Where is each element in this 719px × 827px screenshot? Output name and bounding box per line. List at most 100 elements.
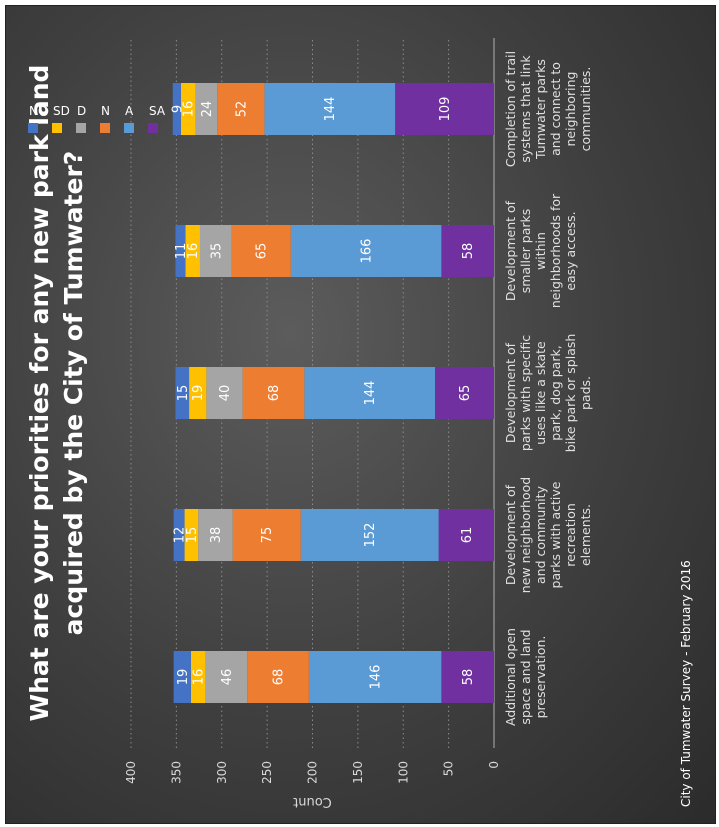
bar-segment-SD	[190, 651, 206, 703]
data-label-SA: 109	[438, 97, 453, 122]
data-label-SD: 15	[185, 527, 200, 544]
category-label-line: systems that link	[518, 55, 533, 163]
bar-segment-NO	[173, 651, 191, 703]
data-label-A: 144	[363, 381, 378, 406]
bar-segment-SD	[189, 367, 207, 419]
legend-label-A: A	[125, 104, 134, 118]
category-label-line: parks with specific	[518, 335, 533, 451]
bar-segment-A	[290, 225, 442, 277]
category-label-line: new neighborhood	[518, 477, 533, 593]
data-label-N: 68	[267, 385, 282, 402]
category-label-line: Development of	[503, 200, 518, 301]
category-label-line: communities.	[578, 67, 593, 152]
bar-segment-SA	[438, 509, 494, 561]
category-label-line: uses like a skate	[533, 341, 548, 445]
legend-label-SD: SD	[53, 104, 70, 118]
category-label-line: Additional open	[503, 628, 518, 726]
category-label-line: bike park or splash	[563, 334, 578, 453]
data-label-NO: 19	[176, 669, 191, 686]
legend-swatch-NO	[28, 123, 38, 133]
data-label-N: 65	[255, 243, 270, 260]
chart-title-line: acquired by the City of Tumwater?	[59, 151, 88, 636]
bar-segment-N	[231, 225, 291, 277]
data-label-SA: 58	[461, 669, 476, 686]
bar-segment-NO	[175, 367, 190, 419]
data-label-NO: 15	[176, 385, 191, 402]
bar-segment-SA	[395, 83, 494, 135]
bar-segment-SD	[180, 83, 196, 135]
footer-text: City of Tumwater Survey - February 2016	[679, 560, 693, 807]
y-axis-label: Count	[293, 794, 332, 809]
data-label-SA: 58	[461, 243, 476, 260]
bar-segment-NO	[175, 225, 186, 277]
category-label-line: pads.	[578, 376, 593, 410]
data-label-SD: 19	[191, 385, 206, 402]
category-label-line: Completion of trail	[503, 51, 518, 167]
y-tick-label: 250	[260, 761, 274, 784]
bar-segment-A	[300, 509, 439, 561]
bar-segment-D	[206, 367, 243, 419]
legend-swatch-D	[76, 123, 86, 133]
bar-segment-A	[308, 651, 442, 703]
legend-label-D: D	[77, 104, 86, 118]
legend-swatch-SD	[52, 123, 62, 133]
data-label-N: 75	[260, 527, 275, 544]
bar-segment-SA	[435, 367, 495, 419]
bar-segment-N	[242, 367, 305, 419]
bar-segment-D	[198, 509, 233, 561]
data-label-N: 68	[272, 669, 287, 686]
bar-segment-D	[205, 651, 248, 703]
category-label-line: Tumwater parks	[533, 59, 548, 160]
category-label-line: Development of	[503, 484, 518, 585]
category-label-line: preservation.	[533, 636, 548, 719]
data-label-SD: 16	[182, 101, 197, 118]
category-label-line: recreation	[563, 503, 578, 567]
bar-segment-A	[304, 367, 436, 419]
data-label-SA: 65	[458, 385, 473, 402]
category-label-line: space and land	[518, 629, 533, 724]
bar-segment-D	[199, 225, 232, 277]
chart-title-line: What are your priorities for any new par…	[25, 65, 54, 722]
data-label-A: 144	[323, 97, 338, 122]
category-label-line: within	[533, 232, 548, 270]
data-label-SA: 61	[460, 527, 475, 544]
y-tick-label: 400	[124, 761, 138, 784]
data-label-D: 38	[209, 527, 224, 544]
bar-segment-NO	[173, 509, 185, 561]
legend-label-SA: SA	[149, 104, 166, 118]
category-label-line: elements.	[578, 504, 593, 566]
bar-segment-N	[247, 651, 309, 703]
category-label-line: easy access.	[563, 211, 578, 290]
data-label-A: 166	[360, 239, 375, 264]
data-label-D: 24	[200, 101, 215, 118]
y-tick-label: 200	[306, 761, 320, 784]
bar-segment-D	[195, 83, 218, 135]
category-label-line: Development of	[503, 342, 518, 443]
legend-swatch-A	[124, 123, 134, 133]
category-label-line: neighborhoods for	[548, 193, 563, 308]
bar-segment-NO	[172, 83, 181, 135]
data-label-N: 52	[234, 101, 249, 118]
data-label-A: 152	[363, 523, 378, 548]
data-label-A: 146	[369, 665, 384, 690]
legend-swatch-N	[100, 123, 110, 133]
category-label-line: parks with active	[548, 481, 563, 588]
bar-segment-N	[232, 509, 301, 561]
bar-segment-SD	[185, 225, 200, 277]
y-tick-label: 100	[396, 761, 410, 784]
data-label-D: 46	[220, 669, 235, 686]
category-label-line: and community	[533, 485, 548, 584]
data-label-D: 40	[218, 385, 233, 402]
chart-card: What are your priorities for any new par…	[5, 5, 716, 824]
rotated-chart-group: What are your priorities for any new par…	[25, 38, 693, 809]
bar-segment-N	[217, 83, 265, 135]
category-label-line: neighboring	[563, 72, 578, 147]
y-tick-label: 350	[169, 761, 183, 784]
data-label-D: 35	[209, 243, 224, 260]
legend-label-NO: NO	[29, 104, 47, 118]
category-label-line: and connect to	[548, 62, 563, 156]
legend-swatch-SA	[148, 123, 158, 133]
bar-segment-SD	[184, 509, 199, 561]
data-label-NO: 12	[173, 527, 188, 544]
category-label-line: park, dog park,	[548, 345, 563, 440]
